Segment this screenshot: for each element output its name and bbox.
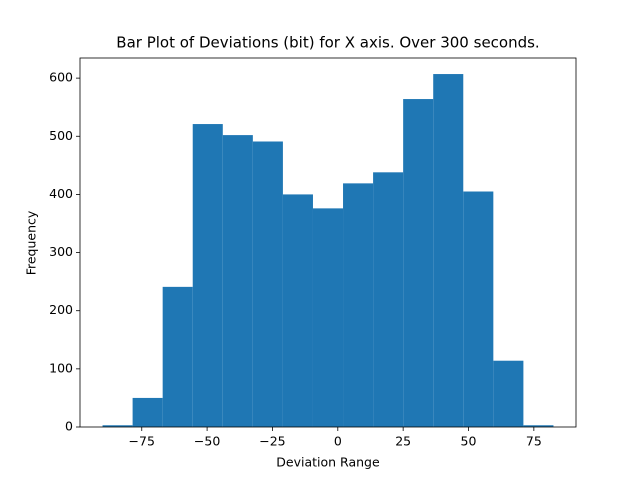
y-tick-label: 200 (49, 302, 73, 317)
x-axis-label: Deviation Range (276, 455, 380, 470)
bar (463, 191, 494, 427)
x-tick-label: 0 (334, 434, 342, 449)
x-tick-label: 50 (461, 434, 477, 449)
bar (523, 425, 554, 427)
bar (493, 360, 524, 427)
bar (162, 286, 193, 427)
y-tick-label: 600 (49, 70, 73, 85)
chart-title: Bar Plot of Deviations (bit) for X axis.… (116, 34, 539, 52)
y-tick-label: 400 (49, 186, 73, 201)
y-tick-label: 300 (49, 244, 73, 259)
y-axis-label: Frequency (24, 210, 39, 275)
bar (132, 397, 163, 427)
y-tick-label: 100 (49, 360, 73, 375)
bar (312, 208, 344, 427)
y-tick-label: 500 (49, 128, 73, 143)
bar (222, 135, 253, 428)
x-tick-label: −75 (129, 434, 155, 449)
bar (433, 74, 464, 428)
x-tick-label: −25 (259, 434, 285, 449)
bar (252, 141, 283, 427)
bar (282, 194, 313, 427)
bar (373, 172, 404, 427)
bar (403, 99, 434, 427)
plot-frame (79, 57, 577, 428)
bar (343, 183, 374, 427)
bar (102, 425, 133, 427)
bar (192, 124, 223, 427)
x-tick-label: 75 (526, 434, 542, 449)
x-tick-label: −50 (194, 434, 220, 449)
y-tick-label: 0 (65, 419, 73, 434)
x-tick-label: 25 (395, 434, 411, 449)
